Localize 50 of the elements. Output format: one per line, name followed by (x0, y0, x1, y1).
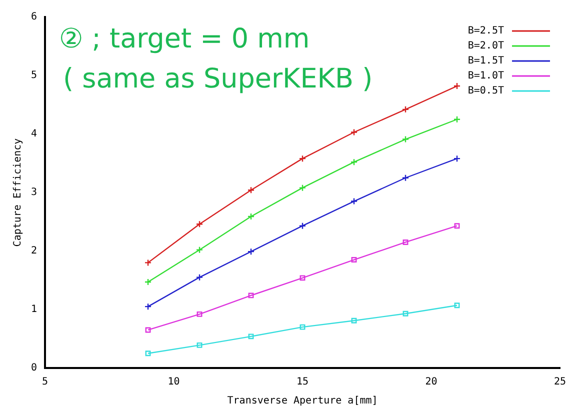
point (298, 154, 306, 162)
x-tick-label: 15 (296, 376, 309, 388)
y-tick-label: 6 (30, 12, 38, 23)
point (351, 318, 357, 324)
annotation: ② ; target = 0 mm (59, 24, 310, 55)
point (454, 223, 460, 229)
y-axis-title: Capture Efficiency (12, 138, 24, 247)
point (145, 350, 151, 356)
legend-label: B=1.0T (468, 70, 504, 82)
point (247, 212, 255, 220)
point (196, 311, 202, 317)
legend-label: B=2.0T (468, 40, 504, 52)
legend-label: B=1.5T (468, 56, 504, 67)
point (298, 222, 306, 230)
point (402, 240, 408, 245)
x-tick-label: 25 (554, 376, 566, 388)
point (145, 327, 151, 333)
point (248, 292, 254, 298)
x-tick-label: 5 (42, 376, 48, 388)
point (248, 334, 254, 340)
y-tick-label: 4 (30, 128, 38, 140)
point (351, 257, 357, 262)
point (196, 220, 204, 228)
point (402, 310, 408, 316)
y-tick-label: 2 (30, 246, 38, 257)
point (402, 174, 410, 182)
point (350, 198, 358, 205)
x-tick-label: 10 (168, 376, 180, 388)
point (402, 106, 410, 114)
point (454, 302, 460, 308)
point (300, 275, 306, 281)
point (196, 342, 202, 348)
y-tick-label: 1 (30, 304, 38, 316)
point (247, 186, 255, 194)
y-tick-label: 5 (30, 70, 38, 82)
point (300, 324, 306, 330)
y-tick-label: 3 (30, 187, 38, 198)
point (350, 128, 358, 136)
x-axis-title: Transverse Aperture a[mm] (227, 396, 378, 407)
point (350, 158, 358, 166)
point (196, 246, 204, 254)
legend-label: B=0.5T (468, 86, 504, 97)
legend-label: B=2.5T (468, 26, 504, 37)
annotation: ( same as SuperKEKB ) (63, 64, 373, 95)
x-tick-label: 20 (425, 376, 438, 388)
point (247, 248, 255, 256)
y-tick-label: 0 (30, 362, 38, 374)
point (402, 136, 410, 143)
point (298, 184, 306, 192)
point (196, 274, 204, 281)
